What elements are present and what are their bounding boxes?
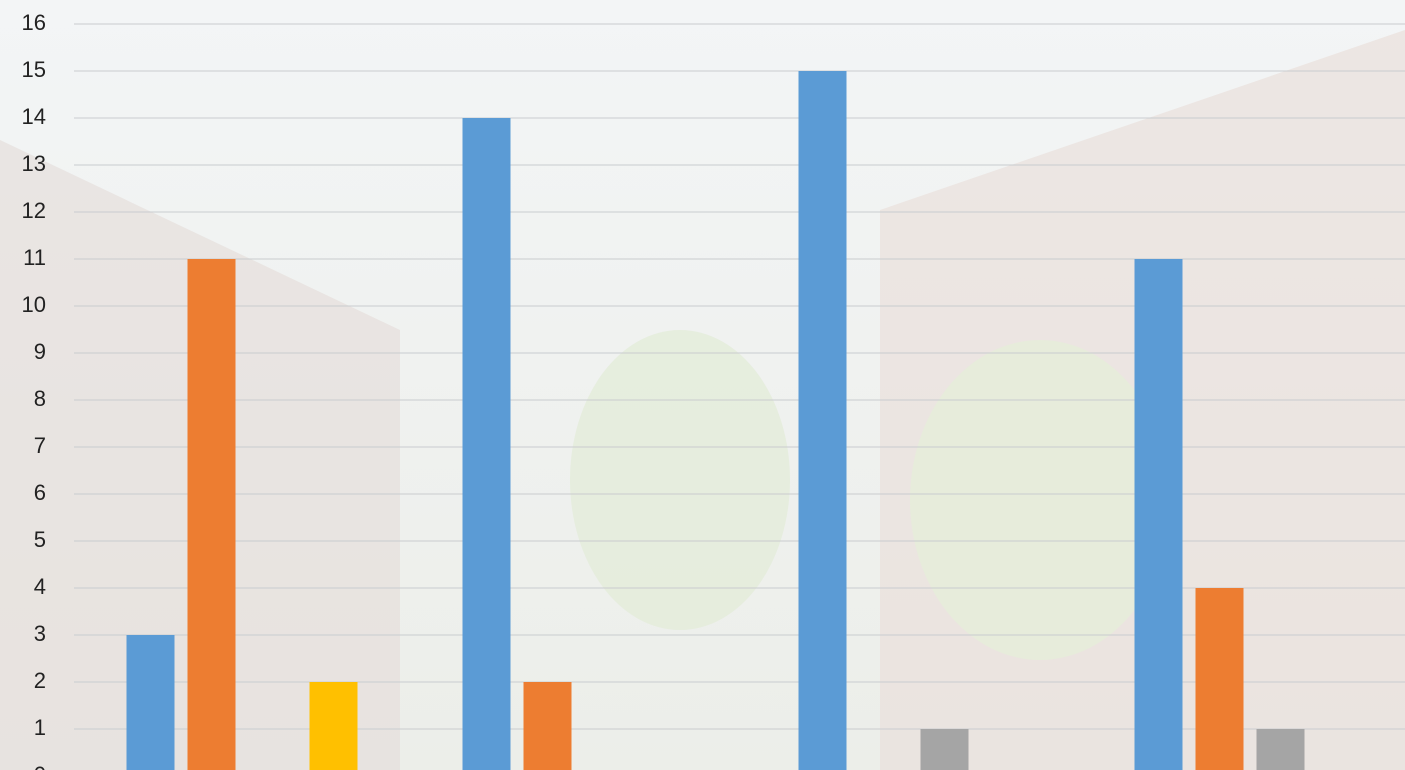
background-tree	[570, 330, 790, 630]
bar	[1195, 588, 1244, 770]
bar	[309, 682, 358, 770]
bar	[523, 682, 572, 770]
bar	[1256, 729, 1305, 770]
y-tick-label: 12	[22, 198, 46, 223]
bar	[1134, 259, 1183, 770]
y-tick-label: 14	[22, 104, 46, 129]
background-tree	[910, 340, 1170, 660]
y-tick-label: 9	[34, 339, 46, 364]
bar	[798, 71, 847, 770]
bar	[920, 729, 969, 770]
y-tick-label: 7	[34, 433, 46, 458]
y-tick-label: 10	[22, 292, 46, 317]
bar	[126, 635, 175, 770]
y-tick-label: 4	[34, 574, 46, 599]
y-tick-label: 11	[23, 245, 46, 270]
y-tick-label: 0	[34, 762, 46, 770]
y-tick-label: 6	[34, 480, 46, 505]
y-tick-label: 8	[34, 386, 46, 411]
y-tick-label: 15	[22, 57, 46, 82]
bar	[462, 118, 511, 770]
y-tick-label: 5	[34, 527, 46, 552]
y-tick-label: 16	[22, 10, 46, 35]
bar	[187, 259, 236, 770]
y-tick-label: 13	[22, 151, 46, 176]
y-tick-label: 1	[34, 715, 46, 740]
y-tick-label: 2	[34, 668, 46, 693]
y-tick-label: 3	[34, 621, 46, 646]
